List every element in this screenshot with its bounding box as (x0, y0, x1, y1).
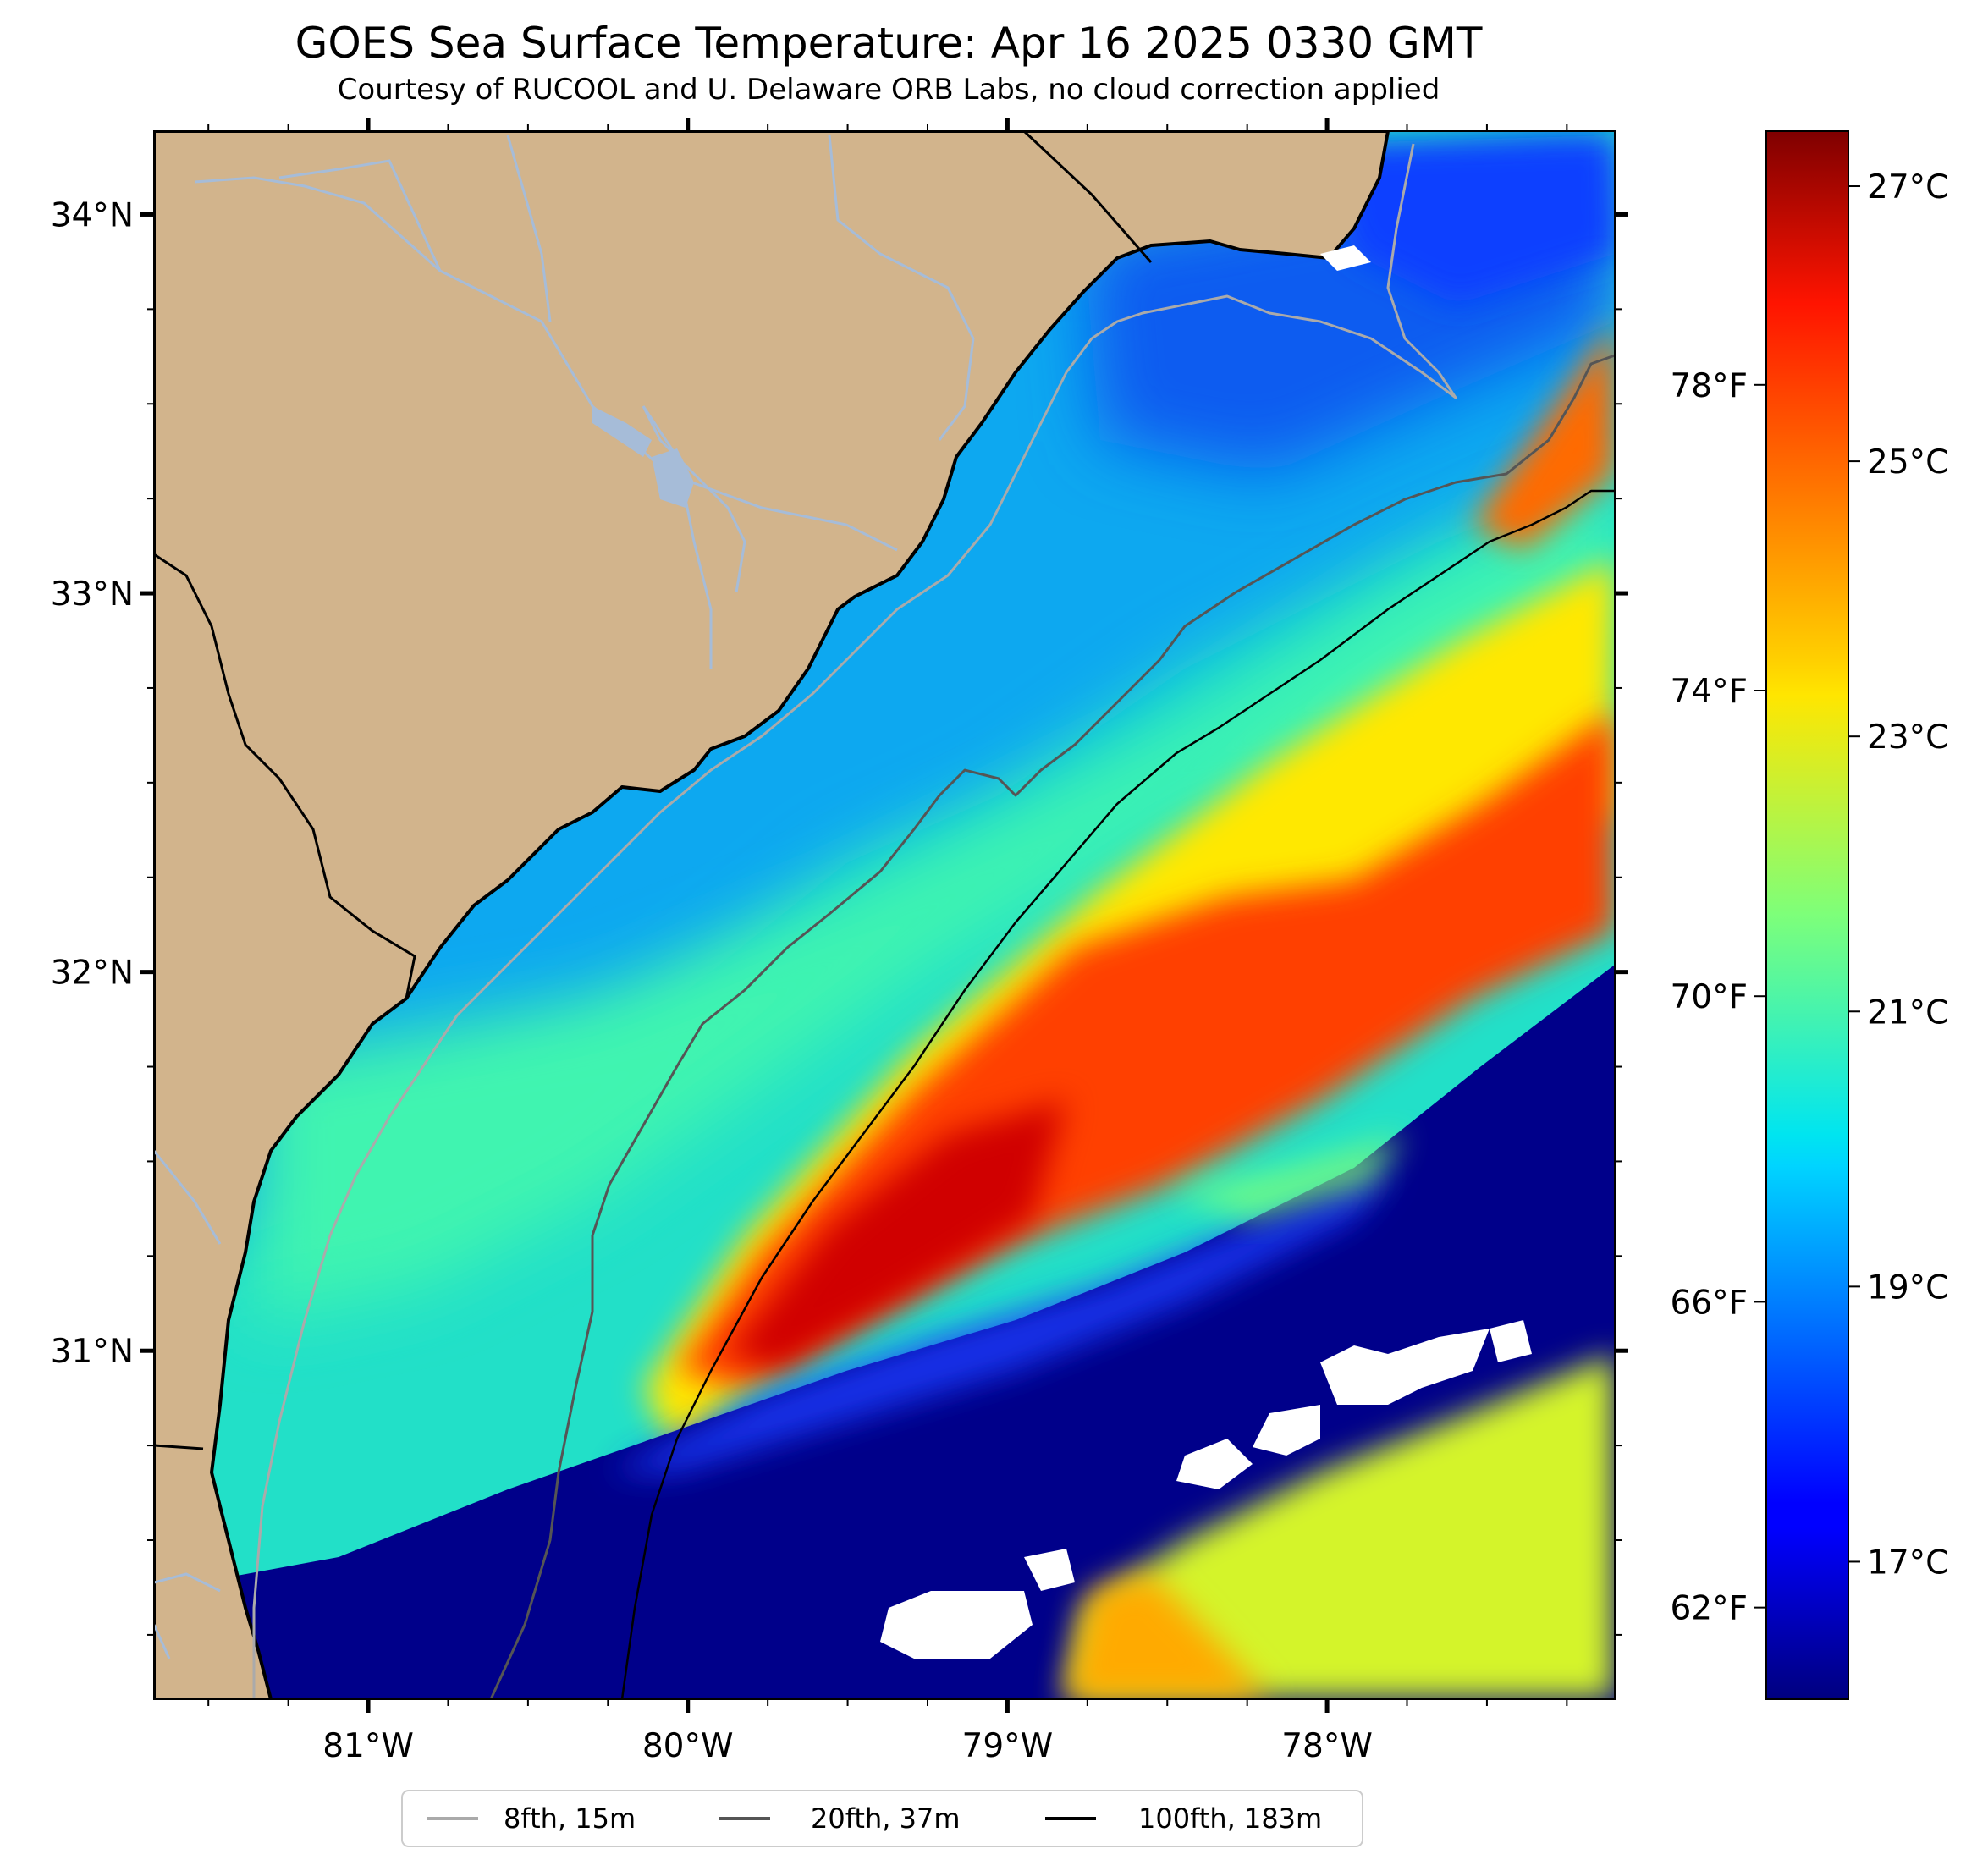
isobath-100fth (620, 489, 1615, 1699)
lat-tick-label: 34°N (51, 196, 134, 234)
mid-shelf-band (254, 474, 1615, 1320)
colorbar-ticks: 27°C 25°C 23°C 21°C 19°C 17°C 78°F 74°F 70°F 66°F… (1670, 168, 1948, 1628)
river (278, 159, 442, 272)
celsius-tick-label: 23°C (1867, 718, 1948, 757)
isobath-legend: 8fth, 15m 20fth, 37m 100fth, 183m (401, 1790, 1363, 1847)
southeast-warm-patch (1066, 1354, 1615, 1699)
river (828, 135, 975, 441)
lon-tick-label: 80°W (642, 1727, 734, 1765)
river (154, 1150, 222, 1245)
fahrenheit-tick-label: 78°F (1670, 367, 1748, 405)
map-area (154, 131, 1615, 1699)
river (506, 135, 552, 322)
lake (592, 406, 652, 457)
axis-ticks: 81°W 80°W 79°W 78°W 34°N 33°N 32°N 31°N (51, 118, 1628, 1765)
lon-tick-label: 81°W (322, 1727, 414, 1765)
celsius-tick-label: 25°C (1867, 443, 1948, 482)
celsius-tick-label: 19°C (1867, 1268, 1948, 1307)
cloud-patch (1490, 1320, 1532, 1362)
cloud-patch (880, 1591, 1033, 1659)
legend-label-100fth: 100fth, 183m (1138, 1802, 1322, 1835)
state-borders (154, 131, 1153, 1450)
map-title: GOES Sea Surface Temperature: Apr 16 202… (295, 19, 1483, 68)
frontal-filament (1168, 1134, 1405, 1219)
lat-tick-label: 31°N (51, 1333, 134, 1371)
lon-tick-label: 79°W (962, 1727, 1054, 1765)
legend-box (401, 1790, 1363, 1847)
fahrenheit-tick-label: 62°F (1670, 1590, 1748, 1628)
legend-label-20fth: 20fth, 37m (811, 1802, 960, 1835)
gulf-stream-hot-core (728, 1100, 1066, 1371)
land-mass (154, 131, 1390, 1699)
river (642, 405, 713, 669)
celsius-tick-label: 17°C (1867, 1544, 1948, 1582)
nc-sc-border (1022, 131, 1153, 263)
lon-tick-label: 78°W (1281, 1727, 1373, 1765)
lat-tick-label: 32°N (51, 955, 134, 993)
map-subtitle: Courtesy of RUCOOL and U. Delaware ORB L… (337, 73, 1440, 107)
fahrenheit-tick-label: 70°F (1670, 978, 1748, 1016)
northern-cold-core (1320, 135, 1615, 305)
colorbar-gradient (1765, 130, 1849, 1700)
frontal-noise (609, 1168, 1396, 1472)
isobath-20fth (489, 354, 1615, 1699)
cloud-patch (1176, 1439, 1253, 1489)
celsius-tick-label: 21°C (1867, 993, 1948, 1032)
river (194, 176, 898, 552)
colorbar: 27°C 25°C 23°C 21°C 19°C 17°C 78°F 74°F 70°F 66°F… (1670, 130, 1948, 1700)
river (154, 1572, 221, 1593)
legend-label-8fth: 8fth, 15m (504, 1802, 636, 1835)
map-frame (153, 130, 1616, 1700)
ga-fl-border (154, 1444, 204, 1450)
isobaths (252, 143, 1615, 1699)
cloud-patch (1253, 1405, 1320, 1456)
river (154, 1624, 171, 1659)
rivers (154, 135, 975, 1659)
river (642, 405, 746, 593)
isobath-8fth (252, 143, 1457, 1699)
cloud-patch (1320, 1329, 1490, 1405)
fahrenheit-tick-label: 74°F (1670, 673, 1748, 711)
lake (652, 448, 694, 508)
sound-patch (1320, 245, 1371, 271)
southeast-orange-patch (1066, 1574, 1269, 1699)
celsius-tick-label: 27°C (1867, 168, 1948, 206)
sc-ga-border (154, 553, 416, 999)
cloud-patch (1024, 1549, 1075, 1591)
sst-field (154, 135, 1615, 1699)
lat-tick-label: 33°N (51, 575, 134, 614)
fahrenheit-tick-label: 66°F (1670, 1284, 1748, 1322)
gulf-stream-north (1473, 322, 1615, 550)
